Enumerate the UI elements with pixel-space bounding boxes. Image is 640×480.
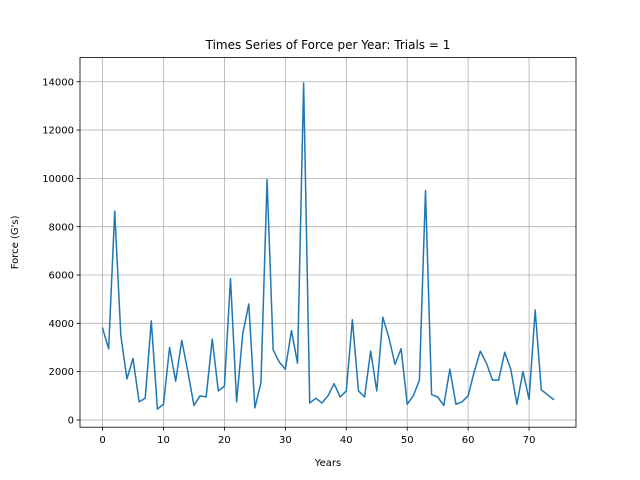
y-axis-title: Force (G's) [10, 215, 21, 269]
y-ticks: 0 2000 4000 6000 8000 10000 12000 14000 [42, 77, 80, 427]
y-tick-label: 4000 [49, 319, 74, 330]
x-tick-label: 60 [462, 435, 475, 446]
y-tick-label: 8000 [49, 222, 74, 233]
x-tick-label: 50 [401, 435, 414, 446]
x-tick-label: 0 [99, 435, 105, 446]
y-tick-label: 12000 [42, 126, 74, 137]
data-series [101, 82, 555, 410]
x-tick-label: 70 [523, 435, 536, 446]
y-tick-label: 0 [68, 416, 74, 427]
x-tick-label: 30 [279, 435, 292, 446]
y-tick-label: 10000 [42, 174, 74, 185]
x-tick-label: 20 [218, 435, 231, 446]
x-axis-title: Years [314, 458, 341, 469]
x-ticks: 0 10 20 30 40 50 60 70 [99, 427, 535, 446]
chart-title: Times Series of Force per Year: Trials =… [205, 38, 451, 52]
y-tick-label: 2000 [49, 367, 74, 378]
y-tick-label: 14000 [42, 77, 74, 88]
y-tick-label: 6000 [49, 271, 74, 282]
grid [80, 57, 576, 428]
x-tick-label: 40 [340, 435, 353, 446]
plot-frame [79, 57, 577, 428]
series-line [101, 82, 555, 410]
x-tick-label: 10 [157, 435, 170, 446]
